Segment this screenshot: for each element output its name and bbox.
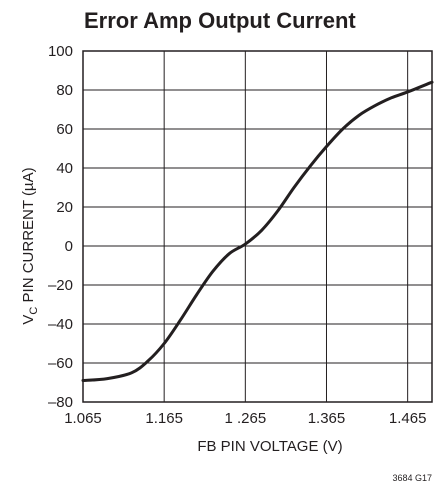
y-tick-label: 40 — [56, 160, 73, 177]
x-tick-label: 1.365 — [308, 410, 346, 427]
plot-frame — [82, 50, 433, 403]
y-tick-label: –40 — [48, 316, 73, 333]
chart-title: Error Amp Output Current — [84, 8, 356, 33]
y-tick-label: 60 — [56, 121, 73, 138]
figure-id: 3684 G17 — [392, 473, 432, 483]
x-tick-label: 1 .265 — [224, 410, 266, 427]
x-tick-label: 1.465 — [389, 410, 427, 427]
y-tick-label: 0 — [65, 238, 73, 255]
y-tick-labels: –80 –60 –40 –20 0 20 40 60 80 100 — [48, 43, 73, 411]
y-tick-label: –20 — [48, 277, 73, 294]
y-tick-label: 80 — [56, 82, 73, 99]
y-tick-label: 20 — [56, 199, 73, 216]
x-tick-label: 1.065 — [64, 410, 102, 427]
x-tick-labels: 1.065 1.165 1 .265 1.365 1.465 — [64, 410, 426, 427]
current-curve — [81, 80, 434, 383]
y-tick-label: –80 — [48, 394, 73, 411]
y-tick-label: 100 — [48, 43, 73, 60]
y-tick-label: –60 — [48, 355, 73, 372]
x-tick-label: 1.165 — [145, 410, 183, 427]
x-axis-label: FB PIN VOLTAGE (V) — [197, 438, 342, 455]
y-axis-label: VC PIN CURRENT (µA) — [20, 167, 40, 324]
